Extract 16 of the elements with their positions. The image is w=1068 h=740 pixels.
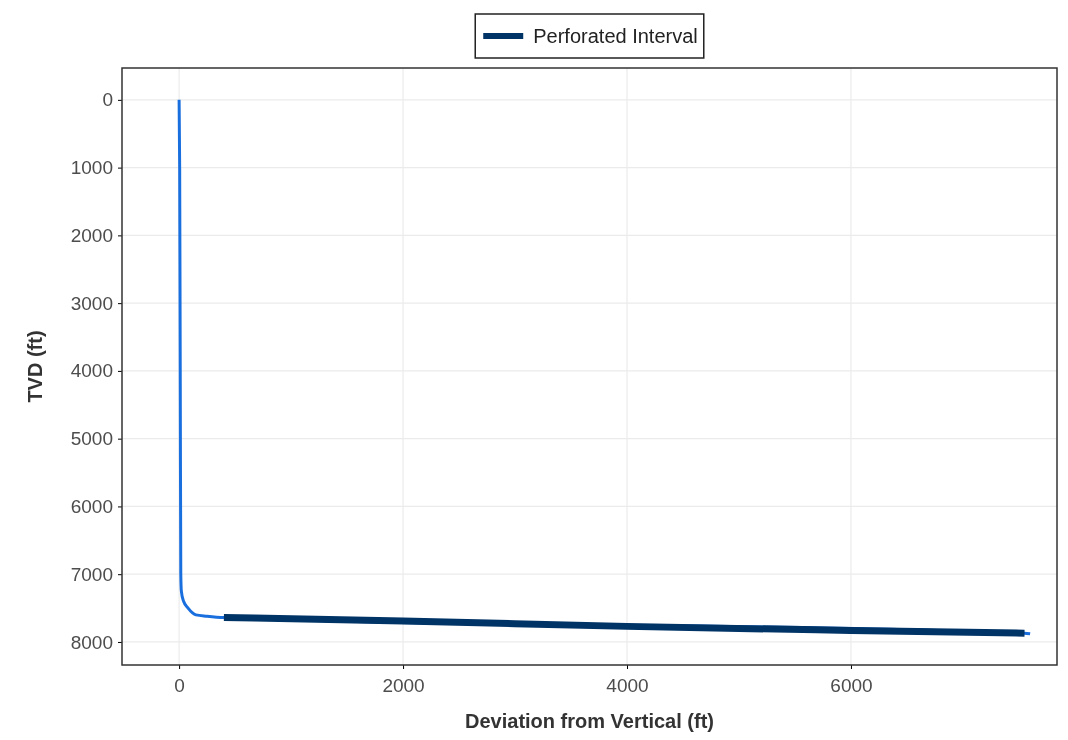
y-tick-label: 8000 [70,631,113,653]
y-tick-label: 2000 [70,224,113,246]
x-tick-label: 2000 [382,674,425,696]
legend-label: Perforated Interval [533,25,698,47]
y-axis-title: TVD (ft) [24,330,46,403]
y-tick-label: 0 [102,89,113,111]
y-tick-label: 4000 [70,360,113,382]
x-tick-label: 0 [174,674,185,696]
x-axis-title: Deviation from Vertical (ft) [465,710,714,732]
x-tick-label: 6000 [830,674,873,696]
y-tick-label: 3000 [70,292,113,314]
x-tick-label: 4000 [606,674,649,696]
y-tick-label: 6000 [70,496,113,518]
y-tick-label: 5000 [70,428,113,450]
y-tick-label: 1000 [70,157,113,179]
y-tick-label: 7000 [70,563,113,585]
